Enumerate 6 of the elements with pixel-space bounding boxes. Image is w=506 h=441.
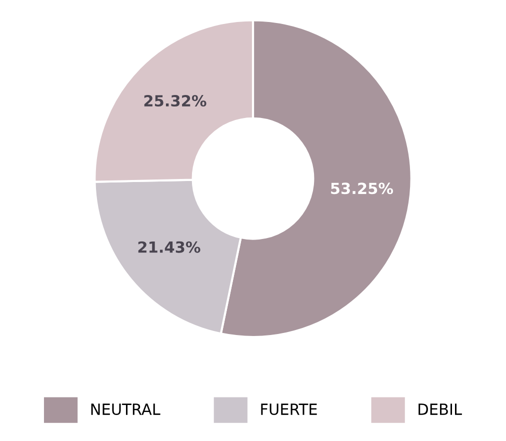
- data-label: 53.25%: [331, 182, 394, 194]
- legend-label: DEBIL: [418, 404, 462, 415]
- data-label: 21.43%: [138, 241, 200, 253]
- data-label: 25.32%: [144, 95, 206, 107]
- legend-label: NEUTRAL: [91, 404, 160, 416]
- legend-label: FUERTE: [261, 404, 317, 416]
